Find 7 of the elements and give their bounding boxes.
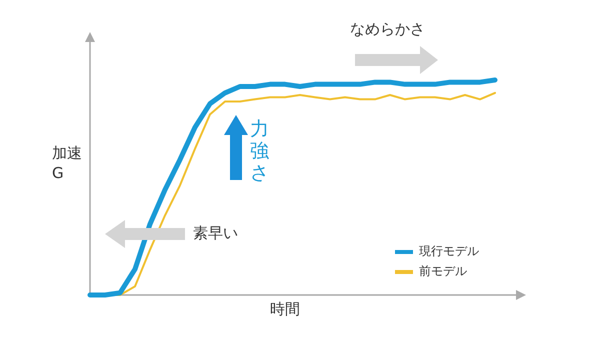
text: なめらかさ bbox=[350, 20, 425, 39]
annotation: 力強さ bbox=[250, 118, 270, 184]
legend-label: 前モデル bbox=[419, 263, 467, 280]
legend-label: 現行モデル bbox=[419, 243, 479, 260]
x-axis-title: 時間 bbox=[270, 300, 300, 319]
y-axis-title: 加速G bbox=[52, 143, 83, 183]
annotation: 素早い bbox=[193, 224, 238, 243]
